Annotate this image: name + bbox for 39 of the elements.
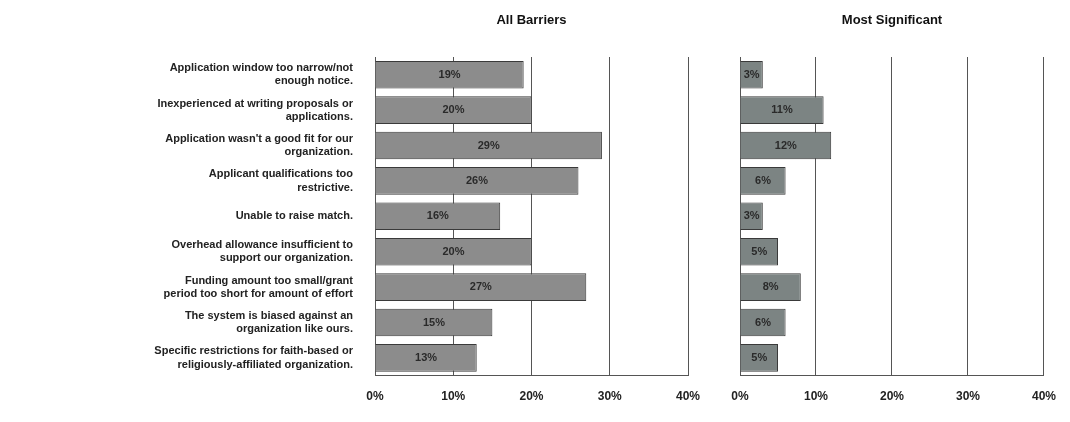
- y-tick-label: Application window too narrow/not enough notice.: [169, 61, 354, 87]
- x-tick-label: 30%: [597, 389, 623, 404]
- data-label: 19%: [438, 67, 461, 80]
- data-label: 3%: [743, 209, 760, 222]
- data-label: 27%: [469, 280, 493, 293]
- y-tick-label: Inexperienced at writing proposals or applications.: [157, 96, 354, 122]
- data-label: 6%: [755, 315, 772, 328]
- data-label: 13%: [415, 350, 438, 363]
- chart-title: Most Significant: [841, 11, 943, 27]
- y-tick-label: Specific restrictions for faith-based or religiously-affiliated organization.: [154, 344, 354, 370]
- x-tick-label: 10%: [441, 389, 466, 404]
- x-tick-label: 10%: [803, 389, 829, 404]
- data-label: 12%: [774, 138, 798, 151]
- y-tick-label: Unable to raise match.: [235, 209, 353, 222]
- data-label: 5%: [751, 244, 768, 257]
- x-tick-label: 0%: [731, 389, 749, 404]
- data-label: 20%: [442, 244, 465, 257]
- y-tick-label: The system is biased against an organization like ours.: [184, 308, 354, 335]
- data-label: 16%: [426, 209, 450, 222]
- chart-title: All Barriers: [496, 11, 567, 27]
- data-label: 29%: [477, 138, 500, 151]
- x-tick-label: 0%: [366, 389, 384, 404]
- data-label: 11%: [771, 103, 793, 116]
- data-label: 26%: [465, 173, 489, 186]
- y-tick-label: Funding amount too small/grant period too short for amount of effort: [163, 273, 354, 299]
- x-tick-label: 20%: [519, 389, 544, 404]
- x-tick-label: 30%: [955, 389, 981, 404]
- y-tick-label: Applicant qualifications too restrictive.: [208, 167, 354, 193]
- x-tick-label: 20%: [879, 389, 905, 404]
- x-tick-label: 40%: [1031, 389, 1057, 404]
- data-label: 15%: [422, 315, 446, 328]
- y-tick-label: Overhead allowance insufficient to support our organization.: [171, 238, 354, 264]
- y-tick-label: Application wasn't a good fit for our organization.: [165, 131, 354, 158]
- data-label: 5%: [751, 350, 768, 363]
- data-label: 20%: [442, 103, 465, 116]
- x-tick-label: 40%: [675, 389, 701, 404]
- data-label: 8%: [762, 280, 779, 293]
- data-label: 3%: [743, 67, 760, 80]
- data-label: 6%: [755, 173, 772, 186]
